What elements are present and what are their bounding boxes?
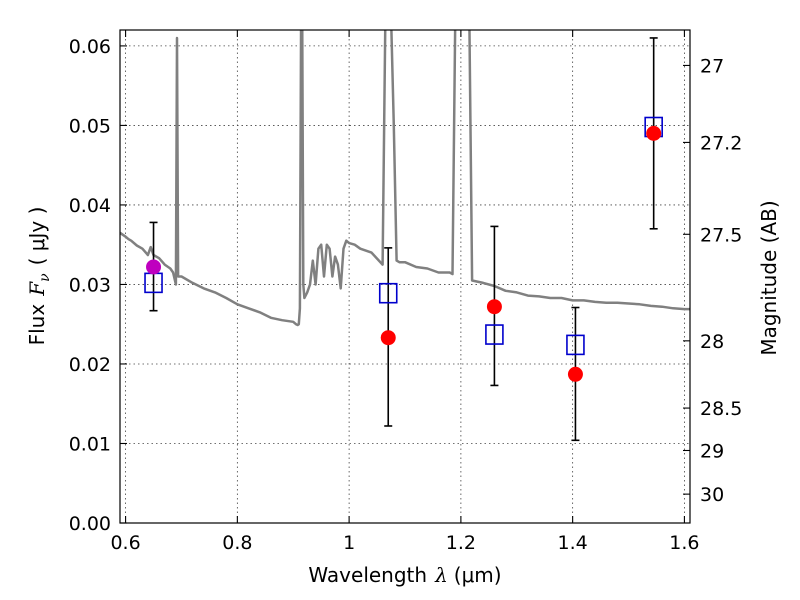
x-axis-title: Wavelength λ (μm) [308,563,501,587]
observed-flux-marker [486,299,502,315]
y-tick-label: 0.01 [69,433,111,455]
y-tick-label: 0.06 [69,36,111,58]
x-tick-label: 1.2 [446,532,476,554]
y-axis-title: FluxFν( μJy ) [25,207,53,346]
plot-frame [119,29,691,524]
y2-tick-label: 28 [700,331,724,353]
y-tick-label: 0.04 [69,195,111,217]
y2-tick-label: 27.2 [700,132,742,154]
y2-axis-title: Magnitude (AB) [757,200,781,355]
observed-flux-marker [567,366,583,382]
y2-tick-label: 27.5 [700,224,742,246]
y-tick-label: 0.00 [69,513,111,535]
model-flux-marker [378,282,398,304]
plot-area [120,30,690,442]
x-tick-label: 1.4 [558,532,588,554]
model-spectrum-line [120,30,690,327]
observed-flux-marker [380,330,396,346]
observed-flux-marker [146,259,162,275]
x-tick-label: 1 [343,532,355,554]
y-tick-label: 0.03 [69,274,111,296]
model-flux-marker [566,334,585,356]
y-tick-label: 0.05 [69,115,111,137]
plot-content [120,30,690,442]
y2-tick-label: 27 [700,55,724,77]
x-tick-label: 1.6 [669,532,699,554]
x-tick-label: 0.8 [222,532,252,554]
y-tick-label: 0.02 [69,354,111,376]
axes: 0.6 0.8 1 1.2 1.4 1.6 0.00 0.01 0.02 0.03 0.04 0.05… [69,30,742,554]
observed-flux-marker [646,125,662,141]
y2-tick-label: 28.5 [700,398,742,420]
model-flux-marker [485,324,504,345]
y2-tick-label: 30 [700,484,724,506]
y2-tick-label: 29 [700,440,724,462]
grid-lines [120,30,690,524]
x-tick-label: 0.6 [110,532,140,554]
